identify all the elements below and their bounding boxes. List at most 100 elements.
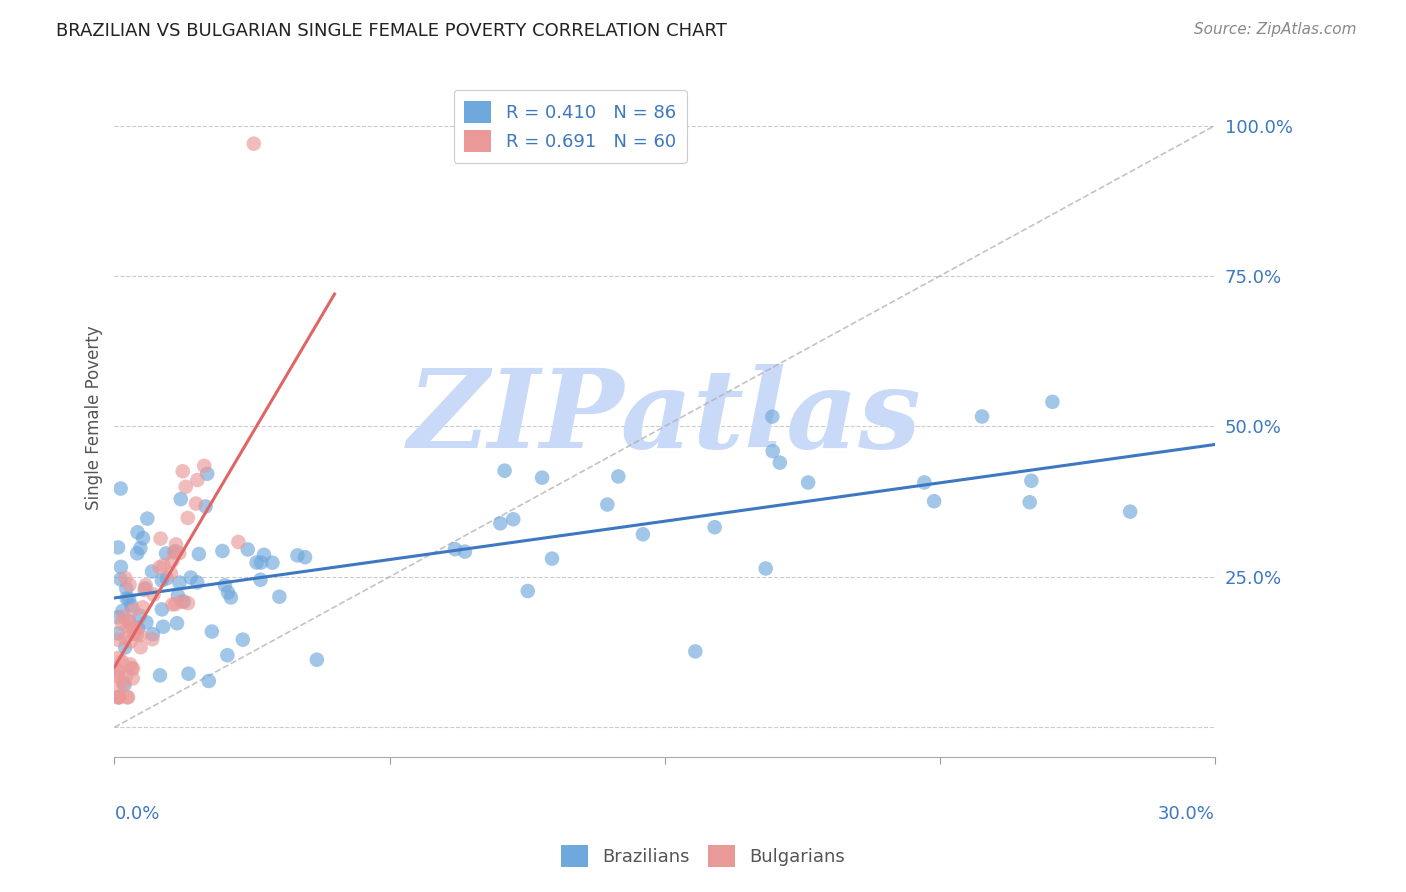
Point [516, 584, 538, 599]
Point [596, 498, 619, 512]
Point [136, 511, 159, 525]
Point [115, 669, 138, 683]
Point [129, 628, 152, 642]
Point [121, 661, 143, 675]
Point [142, 627, 165, 641]
Point [243, 136, 266, 151]
Point [494, 464, 516, 478]
Point [107, 626, 129, 640]
Point [232, 632, 254, 647]
Point [305, 653, 328, 667]
Point [970, 409, 993, 424]
Point [177, 666, 200, 681]
Point [111, 609, 134, 624]
Point [166, 616, 188, 631]
Point [111, 654, 134, 668]
Point [141, 565, 163, 579]
Point [703, 520, 725, 534]
Point [152, 558, 174, 573]
Point [197, 673, 219, 688]
Point [186, 575, 208, 590]
Point [125, 628, 148, 642]
Point [115, 690, 138, 705]
Point [444, 542, 467, 557]
Point [150, 574, 173, 588]
Point [107, 665, 129, 679]
Point [135, 578, 157, 592]
Point [193, 458, 215, 473]
Point [922, 494, 945, 508]
Point [187, 547, 209, 561]
Point [174, 480, 197, 494]
Point [194, 500, 217, 514]
Point [177, 596, 200, 610]
Point [107, 690, 129, 705]
Point [129, 640, 152, 655]
Point [156, 571, 179, 585]
Point [141, 632, 163, 647]
Point [110, 560, 132, 574]
Point [761, 409, 783, 424]
Point [111, 616, 134, 631]
Point [228, 535, 250, 549]
Point [201, 624, 224, 639]
Point [169, 575, 191, 590]
Point [172, 464, 194, 478]
Point [120, 657, 142, 672]
Point [132, 600, 155, 615]
Point [122, 622, 145, 636]
Point [107, 678, 129, 692]
Point [489, 516, 512, 531]
Point [110, 572, 132, 586]
Point [170, 492, 193, 507]
Point [769, 456, 792, 470]
Point [155, 546, 177, 560]
Point [607, 469, 630, 483]
Point [214, 578, 236, 592]
Point [108, 690, 131, 705]
Point [160, 554, 183, 568]
Point [169, 546, 191, 560]
Point [287, 549, 309, 563]
Point [127, 525, 149, 540]
Point [1040, 394, 1063, 409]
Point [454, 544, 477, 558]
Point [170, 594, 193, 608]
Point [165, 597, 187, 611]
Point [132, 531, 155, 545]
Point [912, 475, 935, 490]
Legend: R = 0.410   N = 86, R = 0.691   N = 60: R = 0.410 N = 86, R = 0.691 N = 60 [454, 90, 688, 163]
Point [108, 664, 131, 678]
Point [685, 644, 707, 658]
Point [112, 676, 135, 690]
Point [129, 541, 152, 556]
Point [118, 591, 141, 606]
Y-axis label: Single Female Poverty: Single Female Poverty [86, 325, 103, 509]
Point [186, 473, 208, 487]
Point [114, 678, 136, 692]
Point [127, 621, 149, 635]
Point [122, 603, 145, 617]
Point [217, 648, 239, 663]
Point [121, 672, 143, 686]
Point [167, 589, 190, 603]
Point [114, 571, 136, 585]
Point [107, 610, 129, 624]
Point [121, 620, 143, 634]
Point [180, 570, 202, 584]
Point [117, 614, 139, 628]
Point [150, 602, 173, 616]
Point [115, 582, 138, 596]
Point [797, 475, 820, 490]
Point [128, 608, 150, 623]
Point [184, 496, 207, 510]
Point [262, 556, 284, 570]
Point [110, 482, 132, 496]
Text: 0.0%: 0.0% [114, 805, 160, 823]
Point [107, 690, 129, 705]
Point [165, 544, 187, 558]
Point [107, 651, 129, 665]
Text: Source: ZipAtlas.com: Source: ZipAtlas.com [1194, 22, 1357, 37]
Point [249, 573, 271, 587]
Point [107, 632, 129, 647]
